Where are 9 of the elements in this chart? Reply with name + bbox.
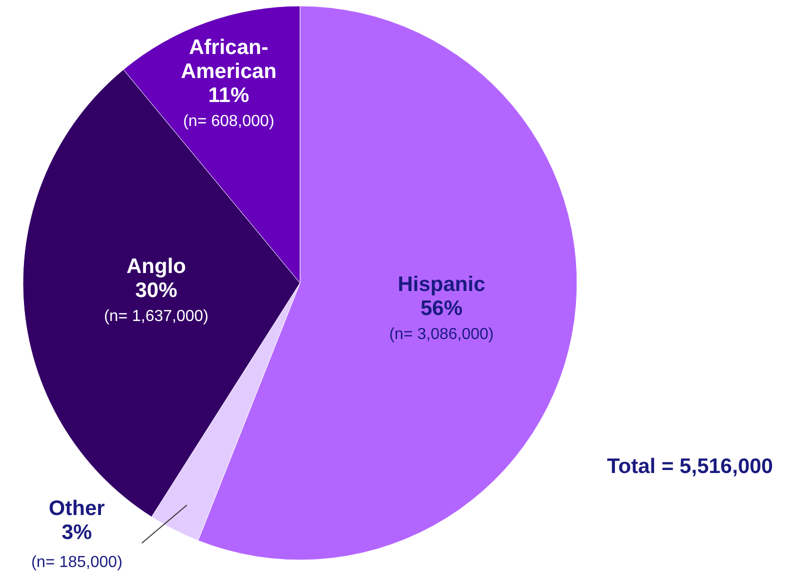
slice-label: Anglo: [126, 255, 186, 278]
slice-label: Other: [48, 497, 105, 520]
data-label: 11% (n= 608,000): [183, 84, 274, 130]
slice-label: African-American: [180, 36, 277, 83]
data-label: 3% (n= 185,000): [31, 521, 122, 572]
data-label: 30% (n= 1,637,000): [104, 279, 209, 326]
slice-label: Hispanic: [398, 272, 486, 296]
text: Total = 5,516,000: [607, 455, 773, 478]
data-label: 56% (n= 3,086,000): [389, 296, 494, 343]
